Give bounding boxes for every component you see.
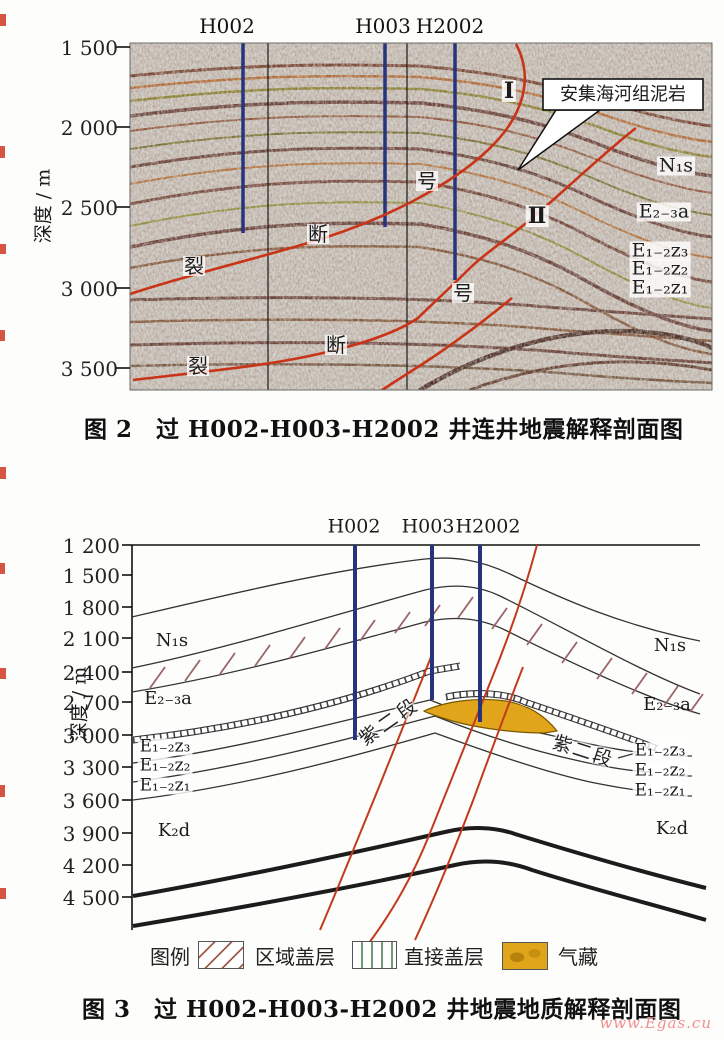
fig3-formation-e23a-left: E₂₋₃a <box>144 688 192 709</box>
fig3-formation-e12z3-left: E₁₋₂z₃ <box>137 736 193 757</box>
fig2-depth-tick-label: 2 500 <box>60 196 118 220</box>
fig3-formation-n1s-left: N₁s <box>155 630 189 651</box>
figure3-caption: 图 3 过 H002-H003-H2002 井地震地质解释剖面图 <box>82 996 682 1023</box>
fig3-depth-tick-label: 4 500 <box>62 886 120 910</box>
depth-ticks-fig3 <box>122 544 132 898</box>
fig2-fault1-char: 断 <box>307 222 329 246</box>
figure2-seismic-section <box>116 42 713 391</box>
fig2-depth-axis-title: 深度 / m <box>32 168 55 244</box>
regional-cap-hatching <box>149 596 704 713</box>
fig3-depth-tick-label: 1 500 <box>62 564 120 588</box>
horizon-z1 <box>132 732 647 801</box>
direct-cap-left <box>132 662 461 744</box>
fig3-depth-tick-label: 3 900 <box>62 822 120 846</box>
well-lines-fig2 <box>241 43 457 280</box>
fig2-depth-tick-label: 3 000 <box>60 277 118 301</box>
fig2-formation-e12z2: E₁₋₂z₂ <box>629 257 691 280</box>
horizon-2 <box>131 585 701 695</box>
fig2-formation-e23a: E₂₋₃a <box>636 200 692 223</box>
fig2-depth-tick-label: 1 500 <box>60 36 118 60</box>
fig3-depth-tick-label: 1 800 <box>62 596 120 620</box>
k2d-horizons <box>132 826 707 928</box>
fig3-formation-e12z2-left: E₁₋₂z₂ <box>137 755 193 776</box>
fig2-callout-label: 安集海河组泥岩 <box>560 84 686 105</box>
fig3-formation-e12z2-right: E₁₋₂z₂ <box>632 760 688 781</box>
fig2-fault2-char: 号 <box>452 281 474 305</box>
fig2-fault2-numeral: Ⅱ <box>525 203 549 229</box>
fig3-formation-e12z1-right: E₁₋₂z₁ <box>632 780 688 801</box>
fig2-fault1-numeral: Ⅰ <box>501 78 517 104</box>
figure2-caption: 图 2 过 H002-H003-H2002 井连井地震解释剖面图 <box>84 416 684 443</box>
fault-lines-fig2 <box>130 43 637 390</box>
legend-label-gas: 气藏 <box>558 945 598 969</box>
fig3-fault-left <box>319 656 432 931</box>
horizon-z2 <box>132 715 651 783</box>
fig2-depth-tick-label: 2 000 <box>60 116 118 140</box>
fig2-fault1-char: 号 <box>416 169 438 193</box>
fig3-formation-e12z1-left: E₁₋₂z₁ <box>137 775 193 796</box>
gas-reservoir-lens <box>422 698 559 734</box>
fig3-depth-tick-label: 2 700 <box>62 691 120 715</box>
fig2-fault2-char: 断 <box>325 333 347 357</box>
fig3-fault-main <box>365 544 538 948</box>
fig3-depth-tick-label: 2 100 <box>62 627 120 651</box>
legend-label-regional-cap: 区域盖层 <box>255 945 335 969</box>
figure3-geological-section <box>122 544 707 948</box>
fig2-well-label-h002: H002 <box>199 14 255 38</box>
well-lines-fig3 <box>353 545 482 740</box>
watermark: www.Egas.cu <box>599 1014 712 1032</box>
fig3-depth-tick-label: 2 400 <box>62 661 120 685</box>
legend-swatch-regional-cap <box>198 941 244 969</box>
fault-2-line <box>132 126 637 382</box>
fig2-fault1-char: 裂 <box>183 254 205 278</box>
fig2-fault2-char: 裂 <box>187 354 209 378</box>
legend-swatch-direct-cap <box>352 941 397 969</box>
fig3-fault-middle <box>414 666 524 941</box>
fig3-depth-tick-label: 3 000 <box>62 724 120 748</box>
horizon-3 <box>131 617 701 715</box>
fig2-well-label-h2002: H2002 <box>415 14 485 38</box>
fault-lines-fig3 <box>319 544 538 948</box>
fig3-depth-tick-label: 4 200 <box>62 854 120 878</box>
fig2-formation-e12z1: E₁₋₂z₁ <box>629 276 691 299</box>
fig3-formation-e23a-right: E₂₋₃a <box>643 694 691 715</box>
fig3-formation-k2d-right: K₂d <box>655 818 689 839</box>
fig2-depth-tick-label: 3 500 <box>60 357 118 381</box>
fig3-well-label-h2002: H2002 <box>455 515 521 538</box>
fig2-formation-e12z3: E₁₋₂z₃ <box>629 239 691 262</box>
fig3-depth-tick-label: 3 300 <box>62 756 120 780</box>
trace-lines <box>267 43 408 390</box>
legend-title: 图例 <box>150 945 190 969</box>
legend-swatch-gas <box>502 942 548 970</box>
fig3-well-label-h003: H003 <box>401 515 455 538</box>
fig3-formation-e12z3-right: E₁₋₂z₃ <box>632 740 688 761</box>
callout-box <box>542 78 704 111</box>
fig3-depth-tick-label: 1 200 <box>62 534 120 558</box>
horizon-1 <box>131 557 701 642</box>
fig2-well-label-h003: H003 <box>355 14 411 38</box>
fig3-well-label-h002: H002 <box>327 515 381 538</box>
fig3-formation-k2d-left: K₂d <box>157 820 191 841</box>
fault-1-line <box>130 43 527 296</box>
legend-label-direct-cap: 直接盖层 <box>404 945 484 969</box>
depth-ticks-fig2 <box>116 46 130 369</box>
fig3-depth-tick-label: 3 600 <box>62 789 120 813</box>
seismic-border <box>129 42 713 391</box>
fault-3-segment <box>381 296 513 390</box>
fig2-formation-n1s: N₁s <box>657 154 695 177</box>
fig3-formation-n1s-right: N₁s <box>653 635 687 656</box>
fig3-depth-axis-title: 深度 / m <box>68 666 91 742</box>
scan-artifacts <box>0 14 6 899</box>
direct-cap-right <box>445 689 660 753</box>
